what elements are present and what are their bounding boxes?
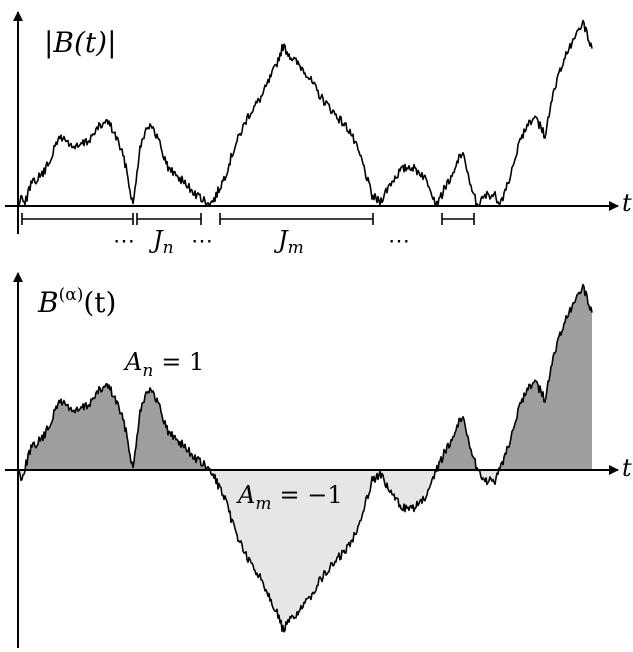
ellipsis-left: ⋯	[113, 229, 135, 254]
bottom-panel-title: B(α)(t)	[37, 285, 116, 319]
bottom-axis-t-label: t	[622, 454, 632, 482]
area-label-am: Am = −1	[236, 481, 343, 514]
bottom-panel: t B(α)(t) An = 1 Am = −1	[5, 272, 632, 648]
signed-brownian-path	[17, 283, 593, 633]
interval-jn	[136, 213, 202, 225]
abs-brownian-path	[17, 19, 593, 207]
negative-area-fill	[18, 470, 592, 632]
excursion-intervals	[21, 213, 475, 225]
interval-small	[441, 213, 475, 225]
positive-area-fill	[18, 284, 592, 470]
interval-jm	[219, 213, 374, 225]
ellipsis-middle: ⋯	[191, 229, 213, 254]
interval-jm-label: Jm	[273, 226, 304, 258]
interval-1	[21, 213, 134, 225]
top-panel-title: |B(t)|	[44, 26, 117, 59]
area-label-an: An = 1	[123, 348, 204, 381]
interval-jn-label: Jn	[148, 226, 174, 258]
top-axis-t-label: t	[622, 189, 632, 217]
top-panel: t |B(t)| ⋯	[5, 11, 632, 258]
ellipsis-right: ⋯	[388, 229, 410, 254]
